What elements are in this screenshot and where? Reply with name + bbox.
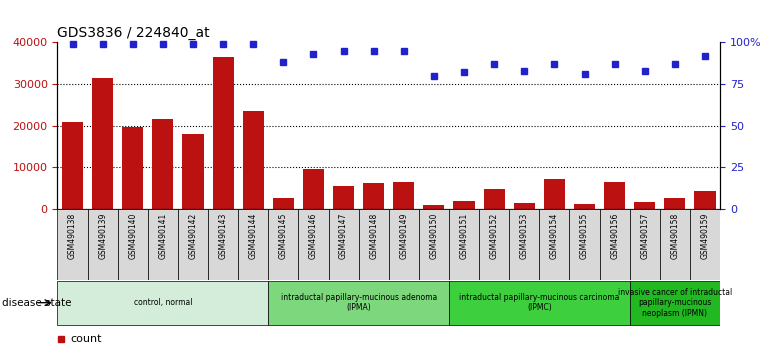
Text: GSM490149: GSM490149 [399, 212, 408, 259]
Bar [152, 119, 173, 209]
Bar [57, 281, 268, 325]
Text: GSM490159: GSM490159 [700, 212, 709, 259]
Bar [479, 209, 509, 280]
Bar [419, 209, 449, 280]
Bar [178, 209, 208, 280]
Text: GSM490154: GSM490154 [550, 212, 559, 259]
Bar [182, 134, 204, 209]
Bar [449, 209, 479, 280]
Bar [634, 202, 655, 209]
Bar [664, 199, 686, 209]
Bar [539, 209, 569, 280]
Bar [388, 209, 419, 280]
Text: GSM490142: GSM490142 [188, 212, 198, 259]
Bar [695, 192, 715, 209]
Bar [57, 209, 87, 280]
Text: GSM490151: GSM490151 [460, 212, 469, 259]
Text: intraductal papillary-mucinous carcinoma
(IPMC): intraductal papillary-mucinous carcinoma… [459, 293, 620, 312]
Bar [509, 209, 539, 280]
Bar [333, 186, 354, 209]
Bar [303, 169, 324, 209]
Text: GDS3836 / 224840_at: GDS3836 / 224840_at [57, 26, 210, 40]
Bar [514, 202, 535, 209]
Bar [630, 209, 660, 280]
Bar [62, 121, 83, 209]
Bar [299, 209, 329, 280]
Bar [268, 209, 299, 280]
Bar [148, 209, 178, 280]
Text: GSM490144: GSM490144 [249, 212, 257, 259]
Bar [212, 57, 234, 209]
Text: GSM490157: GSM490157 [640, 212, 650, 259]
Bar [544, 179, 565, 209]
Text: GSM490156: GSM490156 [611, 212, 619, 259]
Text: GSM490139: GSM490139 [98, 212, 107, 259]
Text: GSM490140: GSM490140 [128, 212, 137, 259]
Bar [604, 182, 625, 209]
Bar [358, 209, 388, 280]
Bar [238, 209, 268, 280]
Text: GSM490150: GSM490150 [430, 212, 438, 259]
Bar [453, 200, 475, 209]
Bar [600, 209, 630, 280]
Text: GSM490155: GSM490155 [580, 212, 589, 259]
Bar [243, 111, 264, 209]
Bar [363, 183, 385, 209]
Text: GSM490152: GSM490152 [489, 212, 499, 259]
Bar [329, 209, 358, 280]
Text: GSM490147: GSM490147 [339, 212, 348, 259]
Bar [208, 209, 238, 280]
Bar [630, 281, 720, 325]
Bar [424, 205, 444, 209]
Text: intraductal papillary-mucinous adenoma
(IPMA): intraductal papillary-mucinous adenoma (… [280, 293, 437, 312]
Bar [449, 281, 630, 325]
Bar [483, 189, 505, 209]
Bar [690, 209, 720, 280]
Text: invasive cancer of intraductal
papillary-mucinous
neoplasm (IPMN): invasive cancer of intraductal papillary… [617, 288, 732, 318]
Bar [123, 126, 143, 209]
Bar [660, 209, 690, 280]
Bar [92, 78, 113, 209]
Text: GSM490145: GSM490145 [279, 212, 288, 259]
Bar [268, 281, 449, 325]
Bar [393, 182, 414, 209]
Text: GSM490153: GSM490153 [520, 212, 529, 259]
Text: GSM490146: GSM490146 [309, 212, 318, 259]
Bar [574, 204, 595, 209]
Text: GSM490141: GSM490141 [159, 212, 167, 259]
Bar [118, 209, 148, 280]
Text: control, normal: control, normal [133, 298, 192, 307]
Bar [273, 199, 294, 209]
Bar [569, 209, 600, 280]
Bar [87, 209, 118, 280]
Text: disease state: disease state [2, 298, 71, 308]
Text: GSM490138: GSM490138 [68, 212, 77, 259]
Text: GSM490148: GSM490148 [369, 212, 378, 259]
Text: GSM490158: GSM490158 [670, 212, 679, 259]
Text: GSM490143: GSM490143 [218, 212, 228, 259]
Text: count: count [70, 333, 102, 344]
